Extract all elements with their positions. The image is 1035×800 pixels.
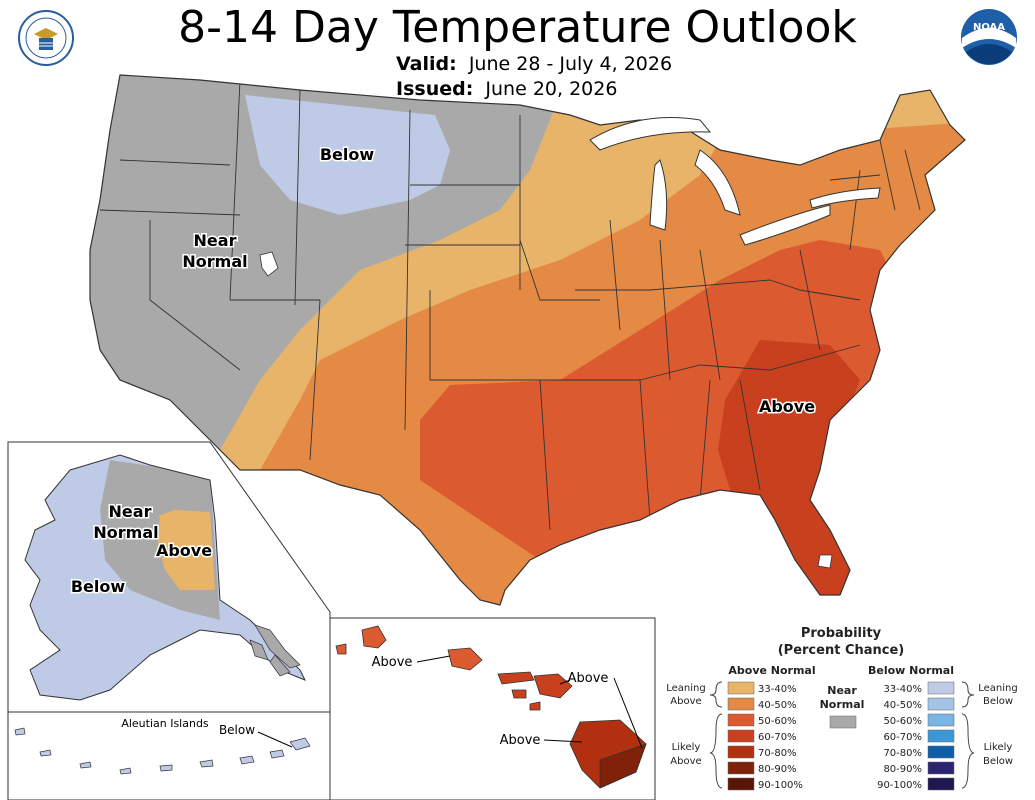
legend-near-label-1: Near [827,684,857,697]
above-swatch-label: 80-90% [758,764,797,775]
noaa-logo-icon: NOAA [961,9,1017,65]
above-swatch [727,681,755,695]
above-swatch-label: 50-60% [758,716,797,727]
legend-leaning-below-2: Below [983,696,1013,707]
below-swatch [927,777,955,791]
below-swatch-label: 40-50% [883,700,922,711]
legend-likely-below-1: Likely [984,742,1013,753]
below-swatch [927,761,955,775]
above-swatch [727,729,755,743]
above-swatch-label: 40-50% [758,700,797,711]
noaa-logo-text: NOAA [973,22,1005,33]
below-swatch [927,745,955,759]
legend-leaning-below-1: Leaning [978,683,1017,694]
valid-dates: June 28 - July 4, 2026 [468,53,673,75]
hawaii-inset: Above Above Above [329,617,656,800]
aleutian-below-label: Below [219,723,255,737]
below-swatch-label: 90-100% [877,780,922,791]
page-title: 8-14 Day Temperature Outlook [178,2,857,53]
great-salt-lake [259,251,279,277]
above-swatch [727,745,755,759]
above-swatch-label: 70-80% [758,748,797,759]
issued-label: Issued: [396,78,474,100]
below-swatch [927,713,955,727]
hi-above-label-3: Above [500,733,541,748]
alaska-inset: Near Normal Above Below Aleutian Islands… [7,441,331,800]
conus-above-label: Above [759,397,815,416]
ak-above-label: Above [156,541,212,560]
legend-above-header: Above Normal [728,664,815,677]
legend-likely-below-2: Below [983,756,1013,767]
below-swatch [927,681,955,695]
issued-line: Issued: June 20, 2026 [396,78,617,100]
legend-near-label-2: Normal [820,698,865,711]
issued-date: June 20, 2026 [485,78,618,100]
conus-near-label-1: Near [194,231,237,250]
lake-okeechobee [817,554,833,569]
conus-below-label: Below [320,145,375,164]
ak-near-label-1: Near [109,502,152,521]
aleutian-islands [14,727,311,775]
above-swatch [727,761,755,775]
conus-near-label-2: Normal [182,252,247,271]
below-swatch-label: 60-70% [883,732,922,743]
aleutian-title: Aleutian Islands [121,717,209,730]
legend-near-swatch [829,715,857,729]
valid-line: Valid: June 28 - July 4, 2026 [396,53,672,75]
legend-below-header: Below Normal [868,664,954,677]
below-swatch [927,729,955,743]
below-swatch-label: 70-80% [883,748,922,759]
conus-below-area [245,95,450,215]
doc-seal-icon [18,10,74,66]
above-swatches: 33-40% 40-50% 50-60% 60-70% 70-80% 80-90% 90-1… [727,681,803,791]
above-swatch [727,713,755,727]
below-swatch [927,697,955,711]
above-swatch-label: 33-40% [758,684,797,695]
state-borders [99,79,921,531]
probability-legend: Probability (Percent Chance) Above Norma… [666,626,1017,791]
above-swatch [727,697,755,711]
ak-near-label-2: Normal [93,523,158,542]
great-lakes [589,117,881,246]
below-swatches: 33-40% 40-50% 50-60% 60-70% 70-80% 80-90% 90-1… [877,681,955,791]
legend-likely-above-2: Above [670,756,701,767]
valid-label: Valid: [396,53,457,75]
legend-title-1: Probability [801,626,882,641]
legend-leaning-above-1: Leaning [666,683,705,694]
legend-likely-above-1: Likely [672,742,701,753]
hi-above-label-1: Above [372,655,413,670]
legend-title-2: (Percent Chance) [778,643,905,658]
below-swatch-label: 50-60% [883,716,922,727]
above-swatch-label: 90-100% [758,780,803,791]
below-swatch-label: 80-90% [883,764,922,775]
below-swatch-label: 33-40% [883,684,922,695]
legend-leaning-above-2: Above [670,696,701,707]
ak-below-label: Below [71,577,126,596]
hi-above-label-2: Above [568,671,609,686]
above-swatch-label: 60-70% [758,732,797,743]
above-swatch [727,777,755,791]
